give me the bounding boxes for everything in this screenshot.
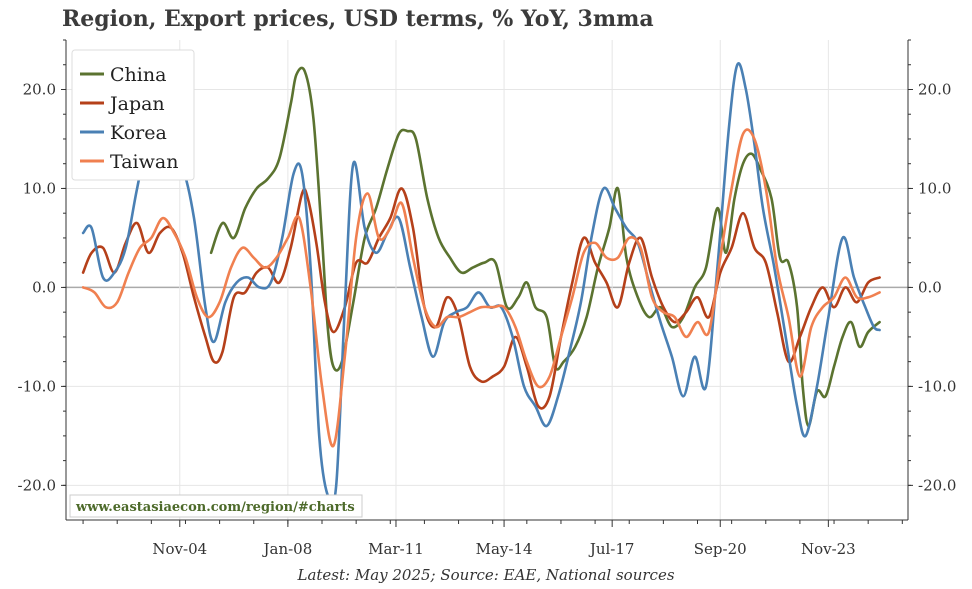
series-line-korea bbox=[81, 62, 881, 507]
y-tick-label-left: -10.0 bbox=[18, 377, 56, 395]
y-tick-label-right: 20.0 bbox=[918, 80, 951, 98]
x-tick-label: Sep-20 bbox=[694, 540, 747, 558]
x-tick-label: Nov-23 bbox=[801, 540, 856, 558]
legend-label-korea: Korea bbox=[110, 122, 167, 144]
legend-label-japan: Japan bbox=[108, 93, 165, 115]
y-tick-label-left: 20.0 bbox=[23, 80, 56, 98]
source-box-bg bbox=[69, 494, 363, 518]
footnote: Latest: May 2025; Source: EAE, National … bbox=[297, 566, 675, 584]
x-tick-label: Jul-17 bbox=[588, 540, 635, 558]
x-tick-label: Nov-04 bbox=[152, 540, 207, 558]
y-tick-label-right: -20.0 bbox=[918, 476, 956, 494]
x-tick-label: Jan-08 bbox=[261, 540, 312, 558]
y-tick-label-right: -10.0 bbox=[918, 377, 956, 395]
y-tick-label-right: 0.0 bbox=[918, 278, 942, 296]
source-url: www.eastasiaecon.com/region/#charts bbox=[75, 500, 355, 515]
legend-label-china: China bbox=[110, 64, 166, 86]
legend: China Japan Korea Taiwan bbox=[71, 49, 195, 181]
x-tick-label: May-14 bbox=[476, 540, 533, 558]
gridlines bbox=[66, 40, 908, 520]
series-line-japan bbox=[81, 187, 881, 410]
y-tick-label-left: 10.0 bbox=[23, 179, 56, 197]
x-tick-label: Mar-11 bbox=[368, 540, 424, 558]
axes: -20.0 -20.0 -10.0 -10.0 0.0 0.0 10.0 10.0 20.0 20… bbox=[18, 39, 956, 558]
series-line-taiwan bbox=[81, 128, 881, 448]
source-box: www.eastasiaecon.com/region/#charts bbox=[69, 494, 363, 518]
series-line-china bbox=[209, 66, 881, 428]
series-lines bbox=[81, 62, 881, 507]
y-tick-label-left: 0.0 bbox=[32, 278, 56, 296]
legend-label-taiwan: Taiwan bbox=[110, 151, 178, 173]
chart-title: Region, Export prices, USD terms, % YoY,… bbox=[62, 6, 654, 32]
y-tick-label-left: -20.0 bbox=[18, 476, 56, 494]
legend-box bbox=[71, 49, 195, 181]
y-tick-label-right: 10.0 bbox=[918, 179, 951, 197]
